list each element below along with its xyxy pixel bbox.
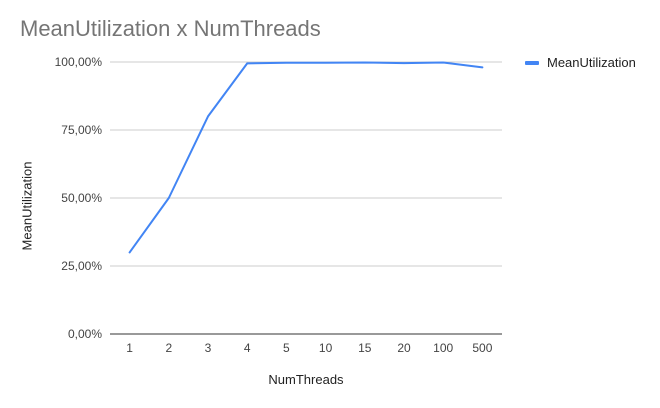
- data-point: [442, 62, 444, 64]
- x-tick-label: 15: [358, 341, 372, 355]
- y-tick-label: 0,00%: [68, 327, 102, 341]
- series-line: [128, 61, 484, 254]
- y-tick-label: 100,00%: [55, 55, 103, 69]
- x-tick-label: 2: [165, 341, 172, 355]
- x-tick-label: 1: [126, 341, 133, 355]
- data-point: [325, 62, 327, 64]
- x-axis-title: NumThreads: [268, 372, 344, 387]
- chart-title: MeanUtilization x NumThreads: [20, 16, 321, 41]
- x-tick-label: 4: [244, 341, 251, 355]
- x-tick-label: 5: [283, 341, 290, 355]
- x-tick-label: 500: [472, 341, 492, 355]
- data-point: [403, 62, 405, 64]
- x-tick-label: 20: [397, 341, 411, 355]
- data-point: [364, 62, 366, 64]
- y-tick-label: 75,00%: [61, 123, 102, 137]
- data-point: [129, 251, 131, 253]
- data-point: [246, 62, 248, 64]
- y-tick-label: 25,00%: [61, 259, 102, 273]
- data-point: [168, 197, 170, 199]
- legend-label: MeanUtilization: [547, 55, 636, 70]
- data-point: [481, 66, 483, 68]
- data-point: [285, 62, 287, 64]
- x-tick-label: 100: [433, 341, 453, 355]
- y-tick-label: 50,00%: [61, 191, 102, 205]
- data-point: [207, 115, 209, 117]
- x-tick-label: 3: [205, 341, 212, 355]
- legend-swatch: [525, 60, 539, 65]
- x-tick-label: 10: [319, 341, 333, 355]
- legend: MeanUtilization: [525, 55, 636, 70]
- y-axis-title: MeanUtilization: [19, 161, 35, 251]
